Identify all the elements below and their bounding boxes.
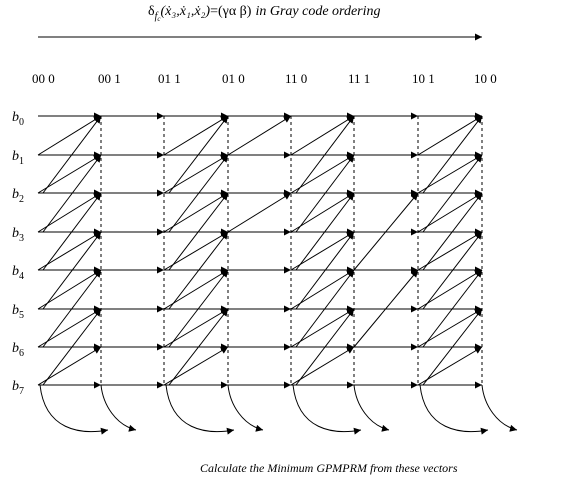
row-label: b7	[12, 379, 24, 397]
row-label: b2	[12, 187, 24, 205]
diagonal-arrow	[295, 192, 355, 271]
diagonal-arrow	[37, 231, 102, 271]
diagonal-arrow	[417, 346, 483, 386]
diagonal-arrow	[417, 115, 483, 156]
curved-arrow	[419, 384, 489, 435]
diagonal-arrow	[295, 231, 355, 310]
diagonal-arrow	[295, 154, 355, 233]
column-labels: 00 0 00 1 01 1 01 0 11 0 11 1 10 1 10 0	[32, 71, 497, 86]
diagonal-arrow	[163, 269, 229, 310]
curved-arrow	[227, 384, 264, 432]
diagonal-arrow	[163, 346, 229, 386]
diagonal-arrow	[290, 346, 355, 386]
diagonal-arrow	[353, 269, 419, 348]
column-label: 10 0	[474, 71, 497, 86]
curved-arrow	[353, 384, 390, 432]
column-label: 00 0	[32, 71, 55, 86]
diagonal-arrow	[417, 308, 483, 348]
diagonal-arrow	[163, 308, 229, 348]
diagonal-arrow	[417, 269, 483, 310]
row-label: b0	[12, 110, 24, 128]
curved-arrow	[39, 384, 109, 435]
curved-arrow	[165, 384, 235, 435]
diagonal-arrow	[290, 231, 355, 271]
diagram-title: δfc(ẋ₃,ẋ₁,ẋ₂)=(γα β) in Gray code orderin…	[148, 4, 381, 23]
diagonal-arrow	[168, 192, 229, 271]
curved-arrow	[481, 384, 518, 432]
column-label: 11 1	[348, 71, 370, 86]
diagonal-arrow	[295, 308, 355, 386]
diagonal-arrow	[163, 115, 229, 156]
diagonal-arrow	[37, 115, 102, 156]
row-label: b1	[12, 149, 24, 167]
diagonal-arrow	[42, 308, 102, 386]
curved-arrow	[100, 384, 137, 432]
diagonal-arrow	[422, 231, 483, 310]
diagonal-arrow	[42, 192, 102, 271]
diagonal-arrow	[422, 115, 483, 194]
diagonal-arrow	[422, 308, 483, 386]
diagonal-arrow	[290, 308, 355, 348]
diagonal-arrow	[42, 231, 102, 310]
vector-arrows	[37, 112, 518, 435]
diagonal-arrow	[168, 115, 229, 194]
column-label: 11 0	[285, 71, 307, 86]
diagonal-arrow	[417, 154, 483, 194]
column-label: 01 1	[158, 71, 181, 86]
row-label: b6	[12, 341, 24, 359]
diagonal-arrow	[163, 154, 229, 194]
diagonal-arrow	[42, 115, 102, 194]
diagonal-arrow	[42, 154, 102, 233]
diagonal-arrow	[422, 269, 483, 348]
diagonal-arrow	[227, 192, 292, 233]
diagonal-arrow	[417, 231, 483, 271]
diagonal-arrow	[417, 192, 483, 233]
row-label: b4	[12, 264, 24, 282]
diagonal-arrow	[163, 192, 229, 233]
diagonal-arrow	[168, 154, 229, 233]
column-label: 10 1	[412, 71, 435, 86]
diagonal-arrow	[163, 231, 229, 271]
row-label: b5	[12, 303, 24, 321]
diagonal-arrow	[37, 346, 102, 386]
diagonal-arrow	[295, 269, 355, 348]
diagonal-arrow	[290, 115, 355, 156]
diagonal-arrow	[295, 115, 355, 194]
diagonal-arrow	[37, 154, 102, 194]
curved-arrow	[292, 384, 362, 435]
diagonal-arrow	[42, 269, 102, 348]
diagonal-arrow	[168, 231, 229, 310]
diagonal-arrow	[422, 192, 483, 271]
row-labels: b0 b1 b2 b3 b4 b5 b6 b7	[12, 110, 24, 397]
row-label: b3	[12, 226, 24, 244]
diagonal-arrow	[353, 192, 419, 271]
diagonal-arrow	[168, 269, 229, 348]
diagonal-arrow	[168, 308, 229, 386]
column-label: 01 0	[222, 71, 245, 86]
column-label: 00 1	[98, 71, 121, 86]
footer-caption: Calculate the Minimum GPMPRM from these …	[200, 461, 458, 475]
diagonal-arrow	[290, 154, 355, 194]
diagonal-arrow	[227, 115, 292, 156]
diagonal-arrow	[37, 308, 102, 348]
diagonal-arrow	[422, 154, 483, 233]
